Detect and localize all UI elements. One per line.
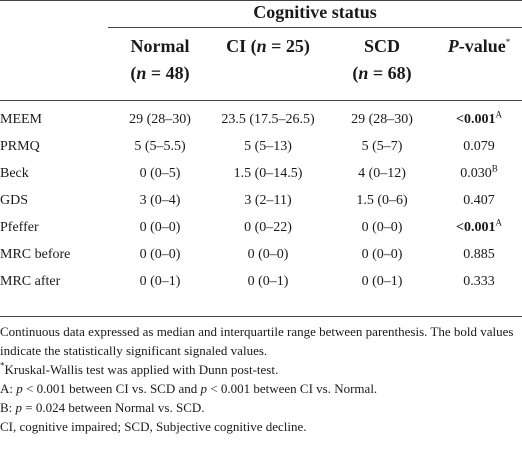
pvalue-footnote-mark: B [491, 163, 498, 174]
cell-ci: 0 (0–0) [247, 247, 289, 262]
row-label: MRC after [0, 274, 61, 289]
cell-pvalue: 0.407 [436, 193, 522, 209]
cell-ci: 5 (5–13) [244, 139, 292, 154]
row-label: GDS [0, 193, 29, 208]
cell-ci: 0 (0–22) [244, 220, 292, 235]
header-rule [0, 100, 522, 101]
footnote-continuous: Continuous data expressed as median and … [0, 324, 514, 358]
cell-normal: 3 (0–4) [139, 193, 181, 208]
top-rule [0, 0, 522, 1]
row-label: MRC before [0, 247, 71, 262]
pvalue-text: <0.001 [456, 112, 496, 127]
cell-ci: 1.5 (0–14.5) [233, 166, 303, 181]
cell-normal: 0 (0–5) [139, 166, 181, 181]
pvalue-footnote-mark: A [495, 217, 502, 228]
col-header-scd: SCD [363, 36, 400, 56]
footnote-kruskal: *Kruskal-Wallis test was applied with Du… [0, 360, 279, 377]
cell-scd: 0 (0–0) [361, 220, 403, 235]
col-header-scd-n: (n = 68) [352, 63, 412, 83]
row-label: MEEM [0, 112, 42, 127]
cell-ci: 23.5 (17.5–26.5) [221, 112, 315, 127]
bottom-rule [0, 316, 522, 317]
cell-ci: 3 (2–11) [244, 193, 292, 208]
cell-pvalue: <0.001A [436, 109, 522, 128]
cell-scd: 4 (0–12) [358, 166, 406, 181]
cell-pvalue: 0.030B [436, 163, 522, 182]
col-header-normal-n: (n = 48) [130, 63, 190, 83]
cell-scd: 0 (0–1) [361, 274, 403, 289]
cell-scd: 0 (0–0) [361, 247, 403, 262]
pvalue-text: 0.333 [463, 274, 495, 289]
group-title: Cognitive status [253, 2, 377, 22]
cell-normal: 5 (5–5.5) [134, 139, 186, 154]
pvalue-text: <0.001 [456, 220, 496, 235]
col-header-normal: Normal [130, 36, 190, 56]
cell-normal: 0 (0–0) [139, 220, 181, 235]
pvalue-text: 0.079 [463, 139, 495, 154]
cell-pvalue: 0.885 [436, 247, 522, 263]
pvalue-text: 0.030 [460, 166, 492, 181]
cell-normal: 29 (28–30) [129, 112, 191, 127]
row-label: Beck [0, 166, 29, 181]
pvalue-text: 0.407 [463, 193, 495, 208]
footnote-a: A: p < 0.001 between CI vs. SCD and p < … [0, 381, 378, 396]
group-rule [108, 27, 522, 28]
footnote-abbreviations: CI, cognitive impaired; SCD, Subjective … [0, 419, 307, 434]
cell-ci: 0 (0–1) [247, 274, 289, 289]
row-label: Pfeffer [0, 220, 39, 235]
cell-pvalue: 0.079 [436, 139, 522, 155]
col-header-ci: CI (n = 25) [226, 36, 310, 56]
footnote-b: B: p = 0.024 between Normal vs. SCD. [0, 400, 205, 415]
pvalue-footnote-mark: A [495, 109, 502, 120]
table-footnotes: Continuous data expressed as median and … [0, 322, 522, 436]
cell-normal: 0 (0–1) [139, 274, 181, 289]
pvalue-text: 0.885 [463, 247, 495, 262]
cell-pvalue: 0.333 [436, 274, 522, 290]
row-label: PRMQ [0, 139, 40, 154]
cell-scd: 1.5 (0–6) [356, 193, 408, 208]
cell-scd: 29 (28–30) [351, 112, 413, 127]
cell-normal: 0 (0–0) [139, 247, 181, 262]
cell-pvalue: <0.001A [436, 217, 522, 236]
col-header-pvalue: P-value* [447, 36, 511, 56]
cell-scd: 5 (5–7) [361, 139, 403, 154]
